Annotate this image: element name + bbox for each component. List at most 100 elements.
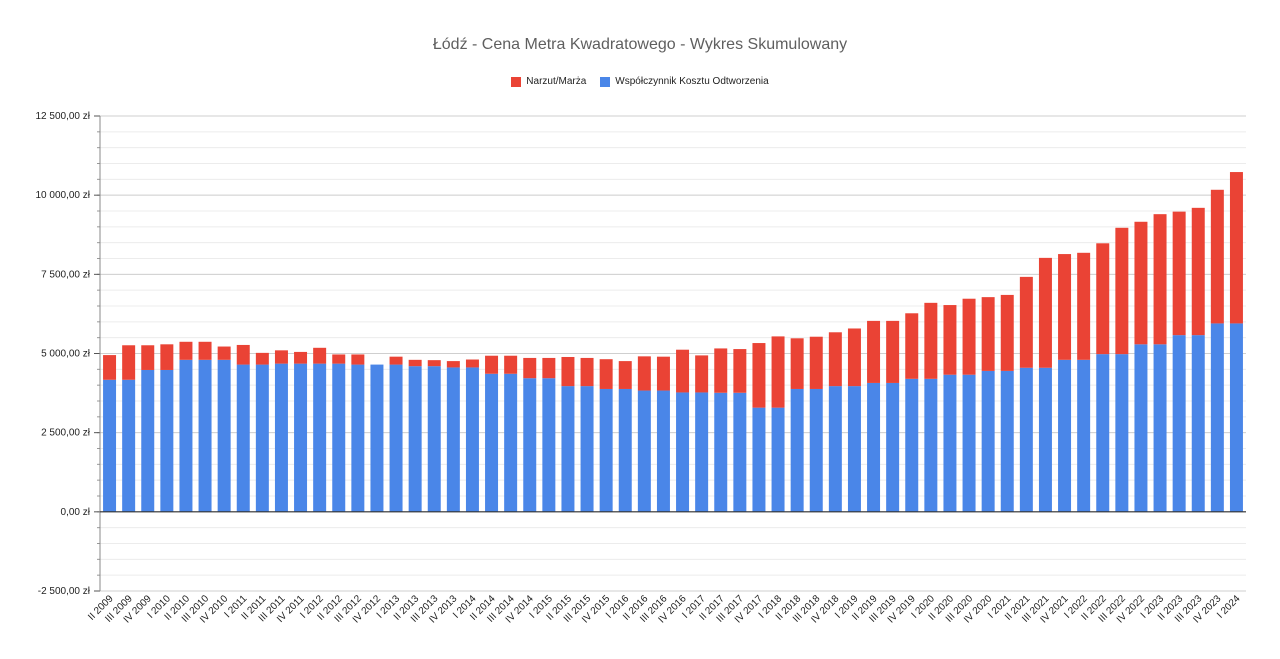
- bar-narzut: [141, 345, 155, 370]
- bar-wspolczynnik: [867, 382, 881, 512]
- bar-wspolczynnik: [599, 388, 613, 512]
- bar-wspolczynnik: [771, 407, 785, 512]
- bar-narzut: [1191, 207, 1205, 336]
- bar-narzut: [542, 357, 556, 379]
- y-tick-label: 10 000,00 zł: [36, 190, 91, 201]
- bar-wspolczynnik: [1153, 344, 1167, 512]
- bar-narzut: [1077, 252, 1091, 360]
- bar-wspolczynnik: [580, 386, 594, 512]
- bar-wspolczynnik: [847, 386, 861, 512]
- bar-wspolczynnik: [408, 366, 422, 512]
- bar-narzut: [446, 361, 460, 368]
- bar-narzut: [809, 336, 823, 389]
- bar-wspolczynnik: [962, 374, 976, 512]
- legend-item-narzut: Narzut/Marża: [511, 76, 586, 87]
- bar-wspolczynnik: [637, 390, 651, 512]
- legend-swatch-wspolczynnik: [600, 76, 611, 87]
- bar-narzut: [523, 357, 537, 379]
- bar-narzut: [676, 349, 690, 393]
- legend-label-wspolczynnik: Współczynnik Kosztu Odtworzenia: [615, 76, 769, 87]
- bar-narzut: [1210, 189, 1224, 324]
- bar-wspolczynnik: [351, 364, 365, 512]
- bar-wspolczynnik: [103, 379, 117, 512]
- bar-narzut: [943, 305, 957, 375]
- bar-wspolczynnik: [886, 382, 900, 512]
- bar-narzut: [1058, 254, 1072, 360]
- bar-narzut: [1038, 257, 1052, 368]
- legend: Narzut/Marża Współczynnik Kosztu Odtworz…: [0, 76, 1280, 87]
- bar-narzut: [618, 361, 632, 389]
- bar-narzut: [752, 343, 766, 408]
- bar-narzut: [504, 355, 518, 374]
- bar-wspolczynnik: [618, 388, 632, 512]
- bar-wspolczynnik: [752, 407, 766, 512]
- y-tick-label: 2 500,00 zł: [41, 428, 91, 439]
- bar-wspolczynnik: [695, 392, 709, 512]
- bar-narzut: [236, 344, 250, 365]
- bar-narzut: [847, 328, 861, 387]
- bar-narzut: [198, 341, 212, 360]
- bar-narzut: [255, 352, 269, 365]
- bar-wspolczynnik: [943, 374, 957, 512]
- bar-wspolczynnik: [1191, 335, 1205, 512]
- legend-swatch-narzut: [511, 76, 522, 87]
- bar-narzut: [179, 341, 193, 360]
- bar-narzut: [1172, 211, 1186, 336]
- y-tick-label: 12 500,00 zł: [36, 111, 91, 122]
- bar-wspolczynnik: [1210, 323, 1224, 512]
- bar-narzut: [485, 355, 499, 374]
- bar-narzut: [1096, 243, 1110, 355]
- bar-wspolczynnik: [160, 369, 174, 512]
- bar-narzut: [465, 359, 479, 368]
- bar-wspolczynnik: [905, 378, 919, 512]
- bar-wspolczynnik: [561, 386, 575, 512]
- bar-wspolczynnik: [656, 390, 670, 512]
- bar-wspolczynnik: [1058, 359, 1072, 512]
- bar-narzut: [962, 298, 976, 375]
- bar-wspolczynnik: [274, 363, 288, 512]
- legend-item-wspolczynnik: Współczynnik Kosztu Odtworzenia: [600, 76, 769, 87]
- bar-narzut: [714, 348, 728, 393]
- bar-wspolczynnik: [504, 373, 518, 512]
- bar-narzut: [313, 347, 327, 364]
- bar-narzut: [924, 302, 938, 379]
- bar-narzut: [160, 344, 174, 370]
- bar-narzut: [427, 360, 441, 367]
- bar-narzut: [981, 297, 995, 371]
- bar-wspolczynnik: [446, 367, 460, 512]
- bar-narzut: [1000, 294, 1014, 371]
- bar-wspolczynnik: [1229, 323, 1243, 512]
- bar-narzut: [790, 338, 804, 389]
- bar-wspolczynnik: [828, 386, 842, 512]
- bar-wspolczynnik: [1096, 354, 1110, 512]
- bar-wspolczynnik: [332, 363, 346, 512]
- bar-wspolczynnik: [542, 378, 556, 512]
- bar-wspolczynnik: [714, 392, 728, 512]
- bar-wspolczynnik: [981, 370, 995, 512]
- y-tick-label: 5 000,00 zł: [41, 349, 91, 360]
- bar-wspolczynnik: [255, 364, 269, 512]
- bar-narzut: [408, 359, 422, 367]
- bar-narzut: [580, 357, 594, 387]
- bar-wspolczynnik: [389, 364, 403, 512]
- bar-wspolczynnik: [1172, 335, 1186, 512]
- bar-narzut: [103, 355, 117, 380]
- chart-title: Łódź - Cena Metra Kwadratowego - Wykres …: [432, 36, 848, 53]
- bar-wspolczynnik: [198, 359, 212, 512]
- bar-narzut: [332, 354, 346, 364]
- bar-wspolczynnik: [313, 363, 327, 512]
- y-tick-label: 7 500,00 zł: [41, 269, 91, 280]
- y-tick-label: -2 500,00 zł: [38, 586, 91, 597]
- bar-narzut: [294, 351, 308, 364]
- bar-wspolczynnik: [294, 363, 308, 512]
- bar-narzut: [1134, 221, 1148, 345]
- bar-wspolczynnik: [427, 366, 441, 512]
- bar-wspolczynnik: [676, 392, 690, 512]
- bar-wspolczynnik: [523, 378, 537, 512]
- bar-narzut: [867, 320, 881, 383]
- bar-wspolczynnik: [179, 359, 193, 512]
- bar-wspolczynnik: [1038, 367, 1052, 512]
- bar-narzut: [1019, 276, 1033, 368]
- bar-narzut: [389, 356, 403, 365]
